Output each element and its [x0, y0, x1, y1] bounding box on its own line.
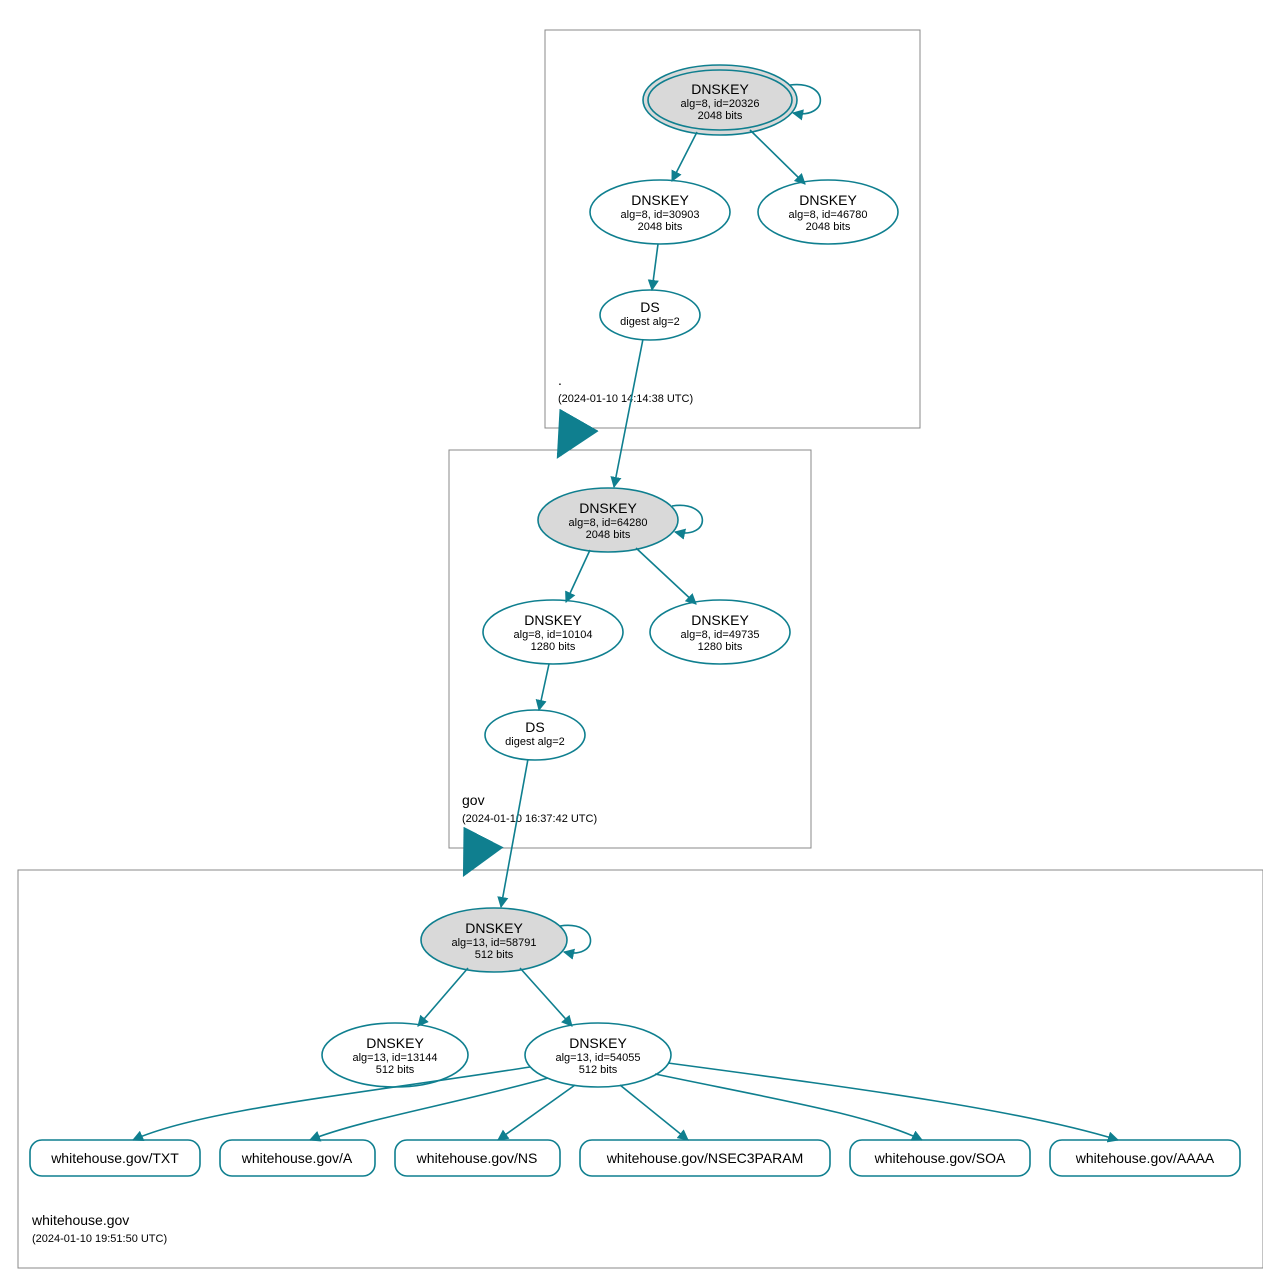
- rrset-txt: whitehouse.gov/TXT: [30, 1140, 200, 1176]
- edge-whksk-zsk2: [520, 968, 572, 1026]
- node-gov-zsk1: DNSKEY alg=8, id=10104 1280 bits: [483, 600, 623, 664]
- zone-label-gov: gov: [462, 792, 485, 808]
- edge-zsk2-nsec3: [620, 1085, 688, 1140]
- edge-rootds-govksk: [614, 339, 643, 487]
- zone-label-wh: whitehouse.gov: [31, 1212, 129, 1228]
- svg-text:2048 bits: 2048 bits: [806, 221, 851, 233]
- edge-govksk-zsk1: [566, 550, 590, 602]
- svg-text:whitehouse.gov/AAAA: whitehouse.gov/AAAA: [1075, 1150, 1215, 1166]
- edge-gov-to-wh-zone: [465, 840, 482, 873]
- svg-text:DNSKEY: DNSKEY: [524, 612, 582, 628]
- zone-ts-root: (2024-01-10 14:14:38 UTC): [558, 393, 693, 405]
- edge-zsk2-soa: [655, 1074, 922, 1140]
- svg-text:512 bits: 512 bits: [579, 1064, 618, 1076]
- node-root-zsk1: DNSKEY alg=8, id=30903 2048 bits: [590, 180, 730, 244]
- svg-text:alg=13, id=58791: alg=13, id=58791: [451, 937, 536, 949]
- zone-ts-wh: (2024-01-10 19:51:50 UTC): [32, 1233, 167, 1245]
- svg-text:alg=13, id=54055: alg=13, id=54055: [555, 1052, 640, 1064]
- svg-text:alg=8, id=64280: alg=8, id=64280: [569, 517, 648, 529]
- node-wh-zsk1: DNSKEY alg=13, id=13144 512 bits: [322, 1023, 468, 1087]
- svg-text:alg=8, id=49735: alg=8, id=49735: [681, 629, 760, 641]
- svg-text:whitehouse.gov/A: whitehouse.gov/A: [241, 1150, 353, 1166]
- edge-rootksk-zsk2: [750, 130, 805, 184]
- svg-text:DNSKEY: DNSKEY: [465, 920, 523, 936]
- svg-text:2048 bits: 2048 bits: [586, 529, 631, 541]
- svg-text:DNSKEY: DNSKEY: [569, 1035, 627, 1051]
- zone-ts-gov: (2024-01-10 16:37:42 UTC): [462, 813, 597, 825]
- svg-text:whitehouse.gov/NS: whitehouse.gov/NS: [416, 1150, 538, 1166]
- node-gov-ds: DS digest alg=2: [485, 710, 585, 760]
- node-gov-zsk2: DNSKEY alg=8, id=49735 1280 bits: [650, 600, 790, 664]
- svg-text:2048 bits: 2048 bits: [638, 221, 683, 233]
- svg-text:alg=13, id=13144: alg=13, id=13144: [352, 1052, 437, 1064]
- node-root-ds: DS digest alg=2: [600, 290, 700, 340]
- node-wh-zsk2: DNSKEY alg=13, id=54055 512 bits: [525, 1023, 671, 1087]
- edge-govksk-zsk2: [636, 548, 696, 604]
- svg-text:alg=8, id=10104: alg=8, id=10104: [514, 629, 593, 641]
- edge-rootksk-zsk1: [672, 132, 697, 181]
- svg-text:DNSKEY: DNSKEY: [691, 612, 749, 628]
- svg-text:DNSKEY: DNSKEY: [366, 1035, 424, 1051]
- svg-text:alg=8, id=20326: alg=8, id=20326: [681, 98, 760, 110]
- svg-text:whitehouse.gov/NSEC3PARAM: whitehouse.gov/NSEC3PARAM: [606, 1150, 804, 1166]
- svg-text:alg=8, id=46780: alg=8, id=46780: [789, 209, 868, 221]
- node-root-zsk2: DNSKEY alg=8, id=46780 2048 bits: [758, 180, 898, 244]
- node-wh-ksk: DNSKEY alg=13, id=58791 512 bits: [421, 908, 567, 972]
- svg-text:DNSKEY: DNSKEY: [799, 192, 857, 208]
- zone-label-root: .: [558, 372, 562, 388]
- edge-zsk2-txt: [133, 1067, 530, 1140]
- svg-text:512 bits: 512 bits: [475, 949, 514, 961]
- rrset-a: whitehouse.gov/A: [220, 1140, 375, 1176]
- svg-text:DS: DS: [640, 299, 659, 315]
- svg-text:DNSKEY: DNSKEY: [691, 81, 749, 97]
- edge-govzsk1-ds: [539, 664, 549, 710]
- rrset-soa: whitehouse.gov/SOA: [850, 1140, 1030, 1176]
- edge-rootzsk1-ds: [652, 244, 658, 290]
- svg-text:digest alg=2: digest alg=2: [620, 316, 680, 328]
- svg-text:DNSKEY: DNSKEY: [631, 192, 689, 208]
- node-gov-ksk: DNSKEY alg=8, id=64280 2048 bits: [538, 488, 678, 552]
- dnssec-diagram: . (2024-01-10 14:14:38 UTC) gov (2024-01…: [0, 0, 1263, 1278]
- rrset-ns: whitehouse.gov/NS: [395, 1140, 560, 1176]
- edge-govds-whksk: [501, 759, 528, 907]
- svg-text:1280 bits: 1280 bits: [698, 641, 743, 653]
- edge-zsk2-ns: [498, 1085, 575, 1140]
- edge-whksk-zsk1: [418, 968, 468, 1026]
- svg-text:1280 bits: 1280 bits: [531, 641, 576, 653]
- svg-text:whitehouse.gov/SOA: whitehouse.gov/SOA: [874, 1150, 1006, 1166]
- svg-text:alg=8, id=30903: alg=8, id=30903: [621, 209, 700, 221]
- svg-text:DNSKEY: DNSKEY: [579, 500, 637, 516]
- svg-text:whitehouse.gov/TXT: whitehouse.gov/TXT: [50, 1150, 179, 1166]
- node-root-ksk: DNSKEY alg=8, id=20326 2048 bits: [643, 65, 797, 135]
- rrset-nsec3: whitehouse.gov/NSEC3PARAM: [580, 1140, 830, 1176]
- rrset-aaaa: whitehouse.gov/AAAA: [1050, 1140, 1240, 1176]
- svg-text:512 bits: 512 bits: [376, 1064, 415, 1076]
- svg-text:2048 bits: 2048 bits: [698, 110, 743, 122]
- svg-text:DS: DS: [525, 719, 544, 735]
- svg-text:digest alg=2: digest alg=2: [505, 736, 565, 748]
